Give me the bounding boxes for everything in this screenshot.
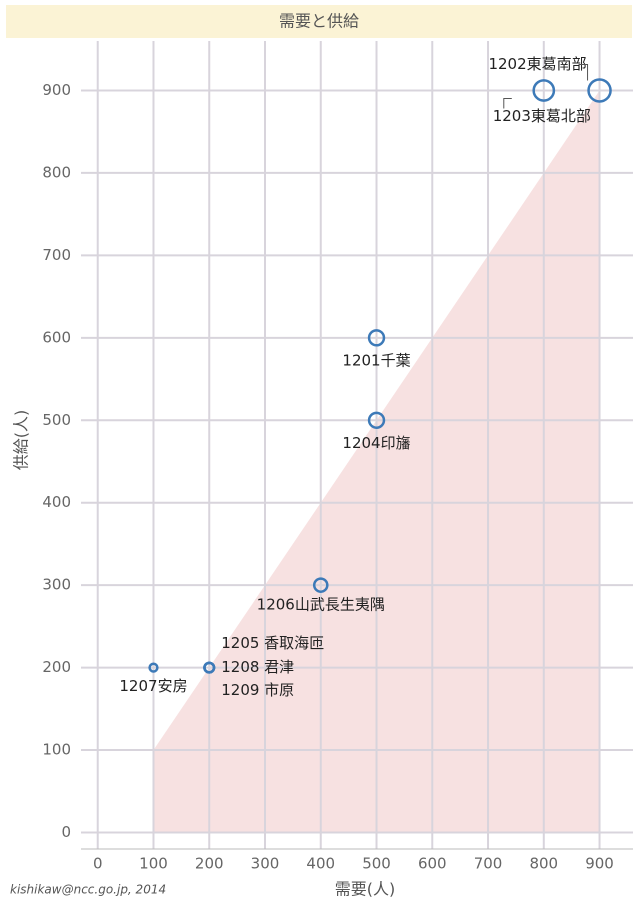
x-tick-label: 0 [93,855,103,873]
title-banner [6,5,632,38]
y-tick-label: 500 [42,411,71,429]
point [367,329,386,347]
chart-title: 需要と供給 [279,12,359,31]
point-label: 1208 君津 [221,658,294,676]
point-label: 1207安房 [119,677,187,695]
y-tick-label: 200 [42,658,71,676]
point [587,78,612,103]
y-tick-label: 600 [42,328,71,346]
leader-line [578,63,589,81]
x-tick-label: 400 [306,855,335,873]
y-tick-label: 900 [42,81,71,99]
point-label: 1201千葉 [342,351,410,369]
y-tick-label: 700 [42,246,71,264]
y-tick-label: 400 [42,493,71,511]
y-tick-label: 300 [42,576,71,594]
point-label: 1202東葛南部 [488,55,586,73]
point-label: 1206山武長生夷隅 [257,596,385,614]
y-tick-label: 0 [61,823,71,841]
point-label: 1209 市原 [221,681,294,699]
leader-line [503,97,512,109]
x-tick-label: 900 [585,855,614,873]
x-tick-label: 700 [474,855,503,873]
point [367,411,386,429]
y-tick-label: 800 [42,163,71,181]
x-tick-label: 300 [251,855,280,873]
x-axis-label: 需要(人) [335,880,396,899]
y-axis-label: 供給(人) [12,410,31,471]
point [148,662,159,673]
point-label: 1203東葛北部 [493,107,591,125]
y-tick-label: 100 [42,741,71,759]
x-tick-label: 200 [195,855,224,873]
point-label: 1205 香取海匝 [221,634,324,652]
point [203,661,216,674]
x-tick-label: 600 [418,855,447,873]
footer: kishikaw@ncc.go.jp, 2014 [10,883,166,897]
x-tick-label: 100 [139,855,168,873]
point [532,79,556,102]
x-tick-label: 500 [362,855,391,873]
x-tick-label: 800 [529,855,558,873]
point-label: 1204印旛 [342,434,410,452]
point [312,577,329,593]
